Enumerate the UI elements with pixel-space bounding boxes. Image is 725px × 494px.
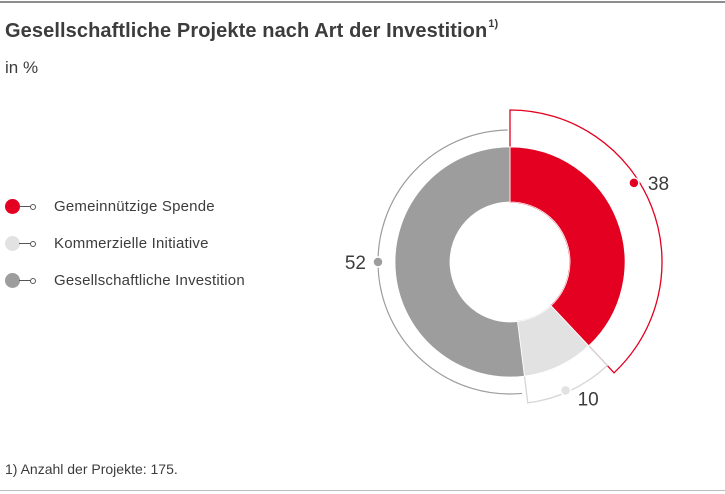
legend-connector bbox=[19, 206, 31, 207]
legend-connector-end bbox=[30, 277, 36, 284]
title-footnote-mark: 1) bbox=[488, 18, 499, 31]
legend-swatch-investition bbox=[5, 273, 20, 288]
slice-investition bbox=[394, 146, 525, 378]
value-label-initiative: 10 bbox=[578, 389, 599, 410]
footnote: 1) Anzahl der Projekte: 175. bbox=[5, 461, 178, 477]
legend-connector-end bbox=[30, 203, 36, 210]
legend-label-investition: Gesellschaftliche Investition bbox=[54, 272, 245, 289]
legend-connector bbox=[19, 280, 31, 281]
legend-connector-end bbox=[30, 240, 36, 247]
value-dot-investition bbox=[372, 256, 384, 268]
value-dot-initiative bbox=[559, 384, 572, 397]
legend-label-initiative: Kommerzielle Initiative bbox=[54, 235, 209, 252]
legend-swatch-spende bbox=[5, 199, 20, 214]
chart-subtitle: in % bbox=[5, 58, 39, 77]
value-label-spende: 38 bbox=[648, 174, 669, 195]
legend-connector bbox=[19, 243, 31, 244]
legend-swatch-initiative bbox=[5, 236, 20, 251]
bottom-rule bbox=[0, 490, 725, 491]
value-label-investition: 52 bbox=[345, 253, 366, 274]
value-dot-spende bbox=[628, 177, 640, 189]
top-rule bbox=[0, 1, 725, 3]
chart-title: Gesellschaftliche Projekte nach Art der … bbox=[5, 18, 499, 42]
legend-label-spende: Gemeinnützige Spende bbox=[54, 198, 215, 215]
outer-ring-investition bbox=[377, 129, 523, 395]
slice-spende bbox=[509, 146, 626, 347]
